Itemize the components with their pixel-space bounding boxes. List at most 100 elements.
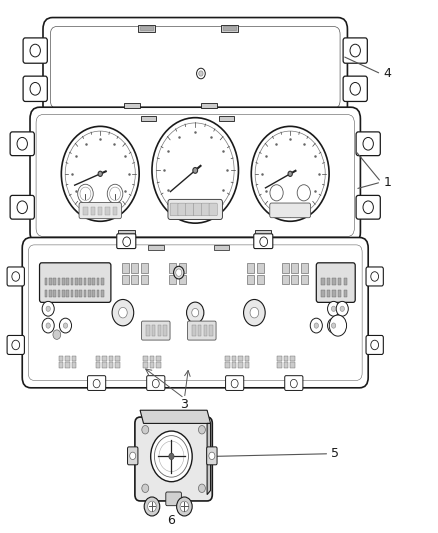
- Bar: [115, 362, 120, 368]
- Polygon shape: [140, 410, 211, 423]
- Bar: [84, 290, 86, 297]
- Bar: [79, 278, 82, 286]
- Circle shape: [310, 318, 322, 333]
- Bar: [214, 245, 229, 250]
- Bar: [327, 278, 330, 285]
- Bar: [109, 362, 113, 368]
- Circle shape: [350, 83, 360, 95]
- Bar: [158, 325, 161, 336]
- Bar: [79, 290, 82, 297]
- Bar: [148, 245, 163, 250]
- Bar: [143, 356, 148, 361]
- Bar: [113, 207, 117, 215]
- Bar: [138, 26, 155, 32]
- Bar: [141, 274, 148, 284]
- Circle shape: [173, 266, 184, 279]
- Bar: [169, 263, 176, 272]
- FancyBboxPatch shape: [187, 321, 216, 340]
- Bar: [290, 356, 295, 361]
- Circle shape: [53, 330, 61, 340]
- Circle shape: [255, 131, 325, 216]
- Bar: [201, 103, 217, 108]
- Bar: [101, 278, 103, 286]
- Circle shape: [17, 138, 28, 150]
- Bar: [45, 278, 47, 286]
- FancyBboxPatch shape: [50, 27, 340, 108]
- Circle shape: [176, 269, 182, 276]
- Bar: [169, 274, 176, 284]
- Bar: [72, 356, 76, 361]
- Circle shape: [98, 171, 102, 176]
- Bar: [282, 263, 289, 272]
- Circle shape: [193, 167, 198, 173]
- FancyBboxPatch shape: [43, 18, 347, 117]
- Circle shape: [329, 315, 346, 336]
- FancyBboxPatch shape: [135, 417, 212, 501]
- Circle shape: [332, 306, 336, 311]
- Bar: [245, 362, 249, 368]
- Circle shape: [142, 484, 149, 492]
- Circle shape: [156, 123, 234, 218]
- Bar: [88, 290, 91, 297]
- Circle shape: [363, 138, 373, 150]
- Circle shape: [270, 185, 283, 201]
- Text: 1: 1: [383, 175, 391, 189]
- FancyBboxPatch shape: [141, 321, 170, 340]
- FancyBboxPatch shape: [226, 376, 244, 391]
- Circle shape: [244, 300, 265, 326]
- FancyBboxPatch shape: [343, 38, 367, 63]
- Bar: [83, 207, 88, 215]
- Bar: [115, 356, 120, 361]
- Bar: [284, 356, 288, 361]
- Circle shape: [123, 237, 131, 246]
- Bar: [291, 274, 298, 284]
- Bar: [221, 26, 238, 32]
- FancyBboxPatch shape: [194, 203, 202, 216]
- Bar: [131, 263, 138, 272]
- Bar: [141, 263, 148, 272]
- Circle shape: [65, 131, 135, 216]
- Bar: [238, 356, 243, 361]
- Circle shape: [192, 309, 199, 317]
- Circle shape: [93, 379, 100, 388]
- Bar: [179, 263, 186, 272]
- Bar: [343, 278, 347, 285]
- Bar: [150, 362, 154, 368]
- Bar: [338, 290, 341, 296]
- Bar: [163, 325, 166, 336]
- Bar: [301, 274, 307, 284]
- Circle shape: [12, 272, 20, 281]
- Bar: [118, 230, 134, 236]
- Circle shape: [290, 379, 297, 388]
- Bar: [58, 290, 60, 297]
- Circle shape: [250, 308, 259, 318]
- FancyBboxPatch shape: [147, 376, 165, 391]
- Bar: [232, 356, 236, 361]
- Circle shape: [80, 187, 91, 200]
- Circle shape: [30, 44, 40, 57]
- Bar: [62, 278, 65, 286]
- FancyBboxPatch shape: [22, 238, 368, 388]
- Bar: [97, 290, 99, 297]
- Bar: [152, 325, 155, 336]
- FancyBboxPatch shape: [201, 203, 209, 216]
- Bar: [101, 290, 103, 297]
- Bar: [204, 325, 207, 336]
- Bar: [91, 207, 95, 215]
- Bar: [72, 362, 76, 368]
- Circle shape: [336, 301, 348, 316]
- Circle shape: [159, 441, 184, 472]
- Bar: [219, 116, 234, 121]
- Bar: [106, 207, 110, 215]
- Circle shape: [42, 318, 54, 333]
- Bar: [66, 290, 69, 297]
- Circle shape: [60, 318, 71, 333]
- Circle shape: [152, 118, 238, 223]
- FancyBboxPatch shape: [7, 267, 25, 286]
- Bar: [338, 278, 341, 285]
- Bar: [150, 356, 154, 361]
- Bar: [124, 103, 140, 108]
- Bar: [277, 362, 282, 368]
- Bar: [53, 278, 56, 286]
- Bar: [96, 356, 100, 361]
